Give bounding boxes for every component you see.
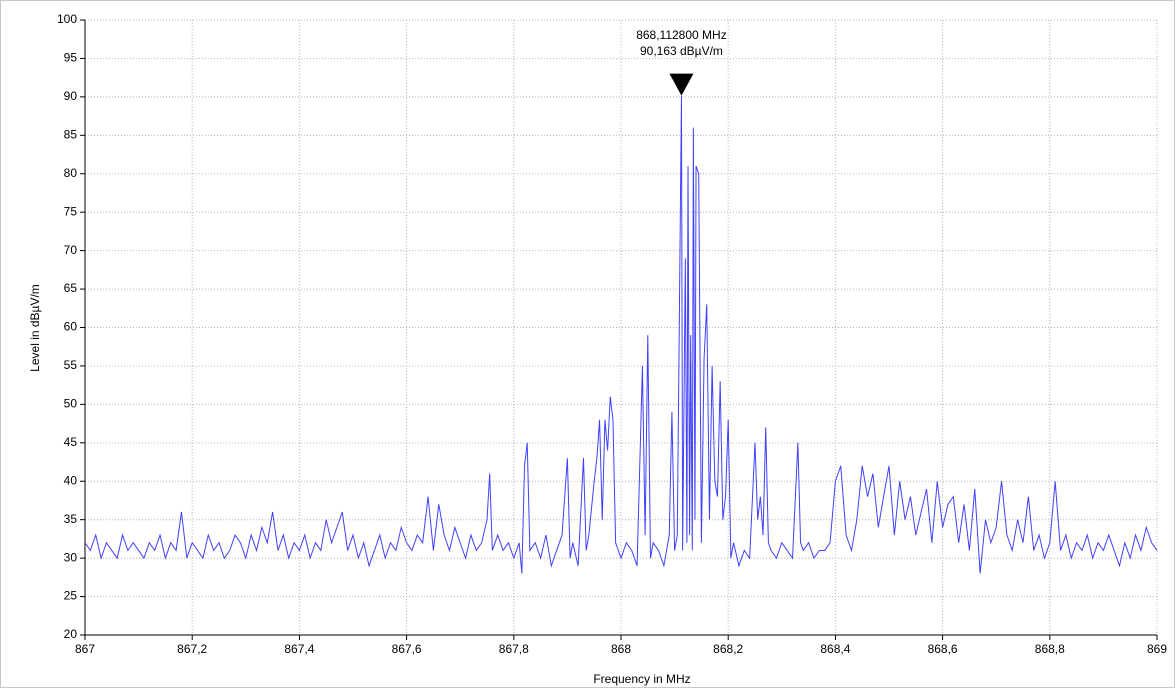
y-tick-label: 35: [64, 512, 78, 526]
y-tick-label: 85: [64, 127, 78, 141]
y-tick-label: 25: [64, 589, 78, 603]
y-tick-label: 100: [57, 12, 77, 26]
x-tick-label: 868,8: [1035, 642, 1065, 656]
y-tick-label: 40: [64, 473, 78, 487]
x-tick-label: 867,8: [499, 642, 529, 656]
y-tick-label: 65: [64, 281, 78, 295]
y-tick-label: 30: [64, 550, 78, 564]
y-tick-label: 80: [64, 166, 78, 180]
y-tick-label: 90: [64, 89, 78, 103]
y-tick-label: 55: [64, 358, 78, 372]
y-tick-label: 95: [64, 51, 78, 65]
x-tick-label: 868,2: [713, 642, 743, 656]
x-tick-label: 869: [1147, 642, 1167, 656]
y-tick-label: 70: [64, 243, 78, 257]
y-axis-label: Level in dBµV/m: [28, 284, 42, 372]
y-tick-label: 45: [64, 435, 78, 449]
marker-label: 868,112800 MHz: [636, 28, 727, 42]
y-tick-label: 20: [64, 627, 78, 641]
x-tick-label: 867,2: [177, 642, 207, 656]
spectrum-line: [84, 95, 1158, 574]
x-tick-label: 867,6: [392, 642, 422, 656]
x-axis-label: Frequency in MHz: [593, 672, 690, 686]
y-tick-label: 60: [64, 320, 78, 334]
y-tick-label: 75: [64, 204, 78, 218]
y-tick-label: 50: [64, 397, 78, 411]
x-tick-label: 867: [75, 642, 95, 656]
x-tick-label: 867,4: [284, 642, 314, 656]
peak-marker: [669, 73, 694, 96]
x-tick-label: 868,4: [820, 642, 850, 656]
marker-label: 90,163 dBµV/m: [640, 44, 723, 58]
x-tick-label: 868,6: [928, 642, 958, 656]
x-tick-label: 868: [611, 642, 631, 656]
